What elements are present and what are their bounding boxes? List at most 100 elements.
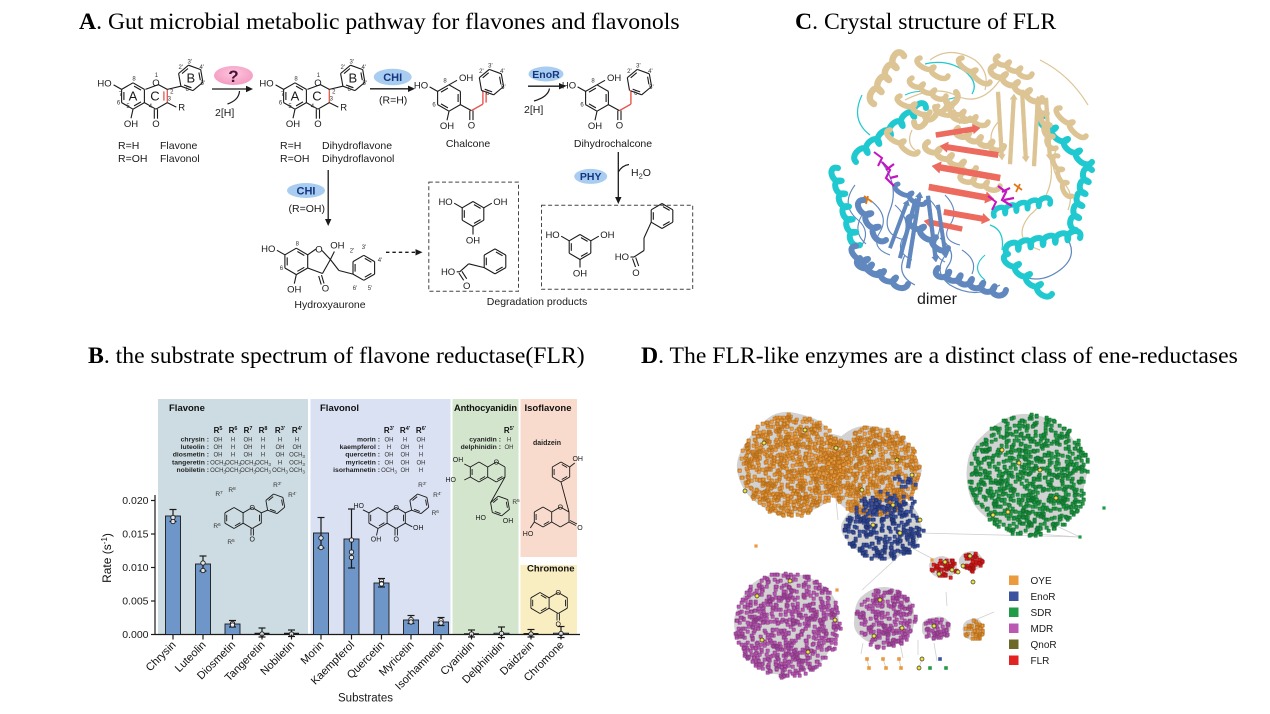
svg-text:OH: OH [330,241,344,252]
svg-text:R3': R3' [384,426,395,435]
svg-text:OH: OH [287,285,301,296]
svg-text:OH: OH [385,438,394,444]
svg-text:delphinidin :: delphinidin : [461,444,501,451]
svg-text:OH: OH [417,438,426,444]
svg-text:B. the substrate spectrum of f: B. the substrate spectrum of flavone red… [88,343,585,369]
svg-text:3: 3 [330,97,334,103]
svg-text:kaempferol :: kaempferol : [340,444,380,451]
svg-text:OH: OH [214,445,223,451]
svg-text:R=H: R=H [280,140,301,152]
svg-text:H: H [278,460,282,466]
svg-text:OH: OH [371,537,382,544]
svg-text:OCH3: OCH3 [210,468,226,475]
svg-text:OH: OH [459,73,473,84]
svg-text:8: 8 [132,76,136,82]
svg-text:chrysin :: chrysin : [181,437,209,444]
svg-text:H: H [261,438,265,444]
svg-text:OH: OH [401,453,410,459]
svg-text:Flavone: Flavone [160,140,198,152]
svg-text:HO: HO [562,80,576,91]
svg-text:OH: OH [276,445,285,451]
svg-text:3': 3' [188,59,192,65]
svg-text:HO: HO [261,244,275,255]
svg-text:R7: R7 [244,426,253,435]
svg-text:OCH3: OCH3 [255,460,271,467]
svg-text:OH: OH [572,456,583,463]
svg-text:R6: R6 [213,522,221,530]
svg-text:R5': R5' [504,426,515,435]
svg-text:OH: OH [588,121,602,132]
svg-text:OCH3: OCH3 [240,460,256,467]
svg-text:OCH3: OCH3 [289,453,305,460]
svg-text:H: H [231,445,235,451]
svg-text:H: H [419,468,423,474]
svg-text:OH: OH [244,438,253,444]
svg-text:6': 6' [348,87,352,93]
svg-text:SDR: SDR [1031,608,1052,619]
svg-text:0.020: 0.020 [122,495,148,507]
svg-text:8: 8 [294,76,298,82]
svg-text:HO: HO [438,197,452,208]
svg-text:HO: HO [446,477,457,484]
svg-text:3': 3' [636,64,640,70]
svg-text:0.010: 0.010 [122,562,148,574]
svg-text:5': 5' [368,286,372,292]
svg-text:2': 2' [179,65,183,71]
svg-text:O: O [463,281,470,292]
svg-text:OH: OH [600,230,614,241]
svg-text:4': 4' [200,65,204,71]
svg-text:R5: R5 [214,426,223,435]
svg-text:PHY: PHY [580,171,602,183]
svg-text:Anthocyanidin: Anthocyanidin [454,403,517,413]
svg-text:R3': R3' [273,481,281,489]
svg-text:C: C [312,89,321,104]
svg-text:OH: OH [440,121,454,132]
svg-text:2: 2 [170,89,174,95]
svg-text:R3': R3' [275,426,286,435]
svg-text:OH: OH [401,460,410,466]
svg-text:O: O [152,78,159,89]
svg-text:4': 4' [500,69,504,75]
svg-text:2: 2 [332,89,336,95]
svg-text:Dihydroflavonol: Dihydroflavonol [322,153,394,165]
svg-text:R4': R4' [288,491,296,499]
svg-text:?: ? [228,67,238,86]
svg-text:R: R [178,103,185,114]
svg-text:OH: OH [385,453,394,459]
svg-text:3': 3' [350,59,354,65]
svg-text:OH: OH [607,73,621,84]
svg-text:OH: OH [453,457,464,464]
svg-text:OH: OH [466,236,480,247]
svg-text:O: O [322,284,329,295]
svg-text:4: 4 [149,104,153,110]
svg-text:Chalcone: Chalcone [446,138,491,150]
svg-text:B: B [348,70,357,85]
svg-text:H: H [419,453,423,459]
svg-text:OH: OH [401,468,410,474]
svg-text:Rate (s-1): Rate (s-1) [100,533,114,583]
svg-text:5': 5' [501,85,505,91]
svg-text:6: 6 [280,266,284,272]
svg-text:Degradation products: Degradation products [487,296,587,308]
svg-text:6': 6' [634,91,638,97]
svg-text:R4': R4' [433,491,441,499]
svg-text:6': 6' [186,87,190,93]
svg-text:H: H [231,453,235,459]
svg-text:H: H [261,445,265,451]
svg-text:7: 7 [281,92,285,98]
svg-text:R5: R5 [512,498,520,506]
svg-text:6': 6' [353,286,357,292]
svg-text:7: 7 [119,92,123,98]
svg-text:O: O [315,245,322,256]
svg-text:R4': R4' [400,426,411,435]
svg-text:O: O [494,460,500,467]
svg-text:OYE: OYE [1031,576,1052,587]
svg-text:OCH3: OCH3 [289,468,305,475]
svg-text:OH: OH [417,460,426,466]
svg-text:2[H]: 2[H] [524,104,543,116]
svg-text:Hydroxyaurone: Hydroxyaurone [294,299,365,311]
svg-text:H: H [419,445,423,451]
svg-text:O: O [393,505,399,512]
svg-text:R8: R8 [228,486,236,494]
svg-text:CHI: CHI [383,72,402,84]
